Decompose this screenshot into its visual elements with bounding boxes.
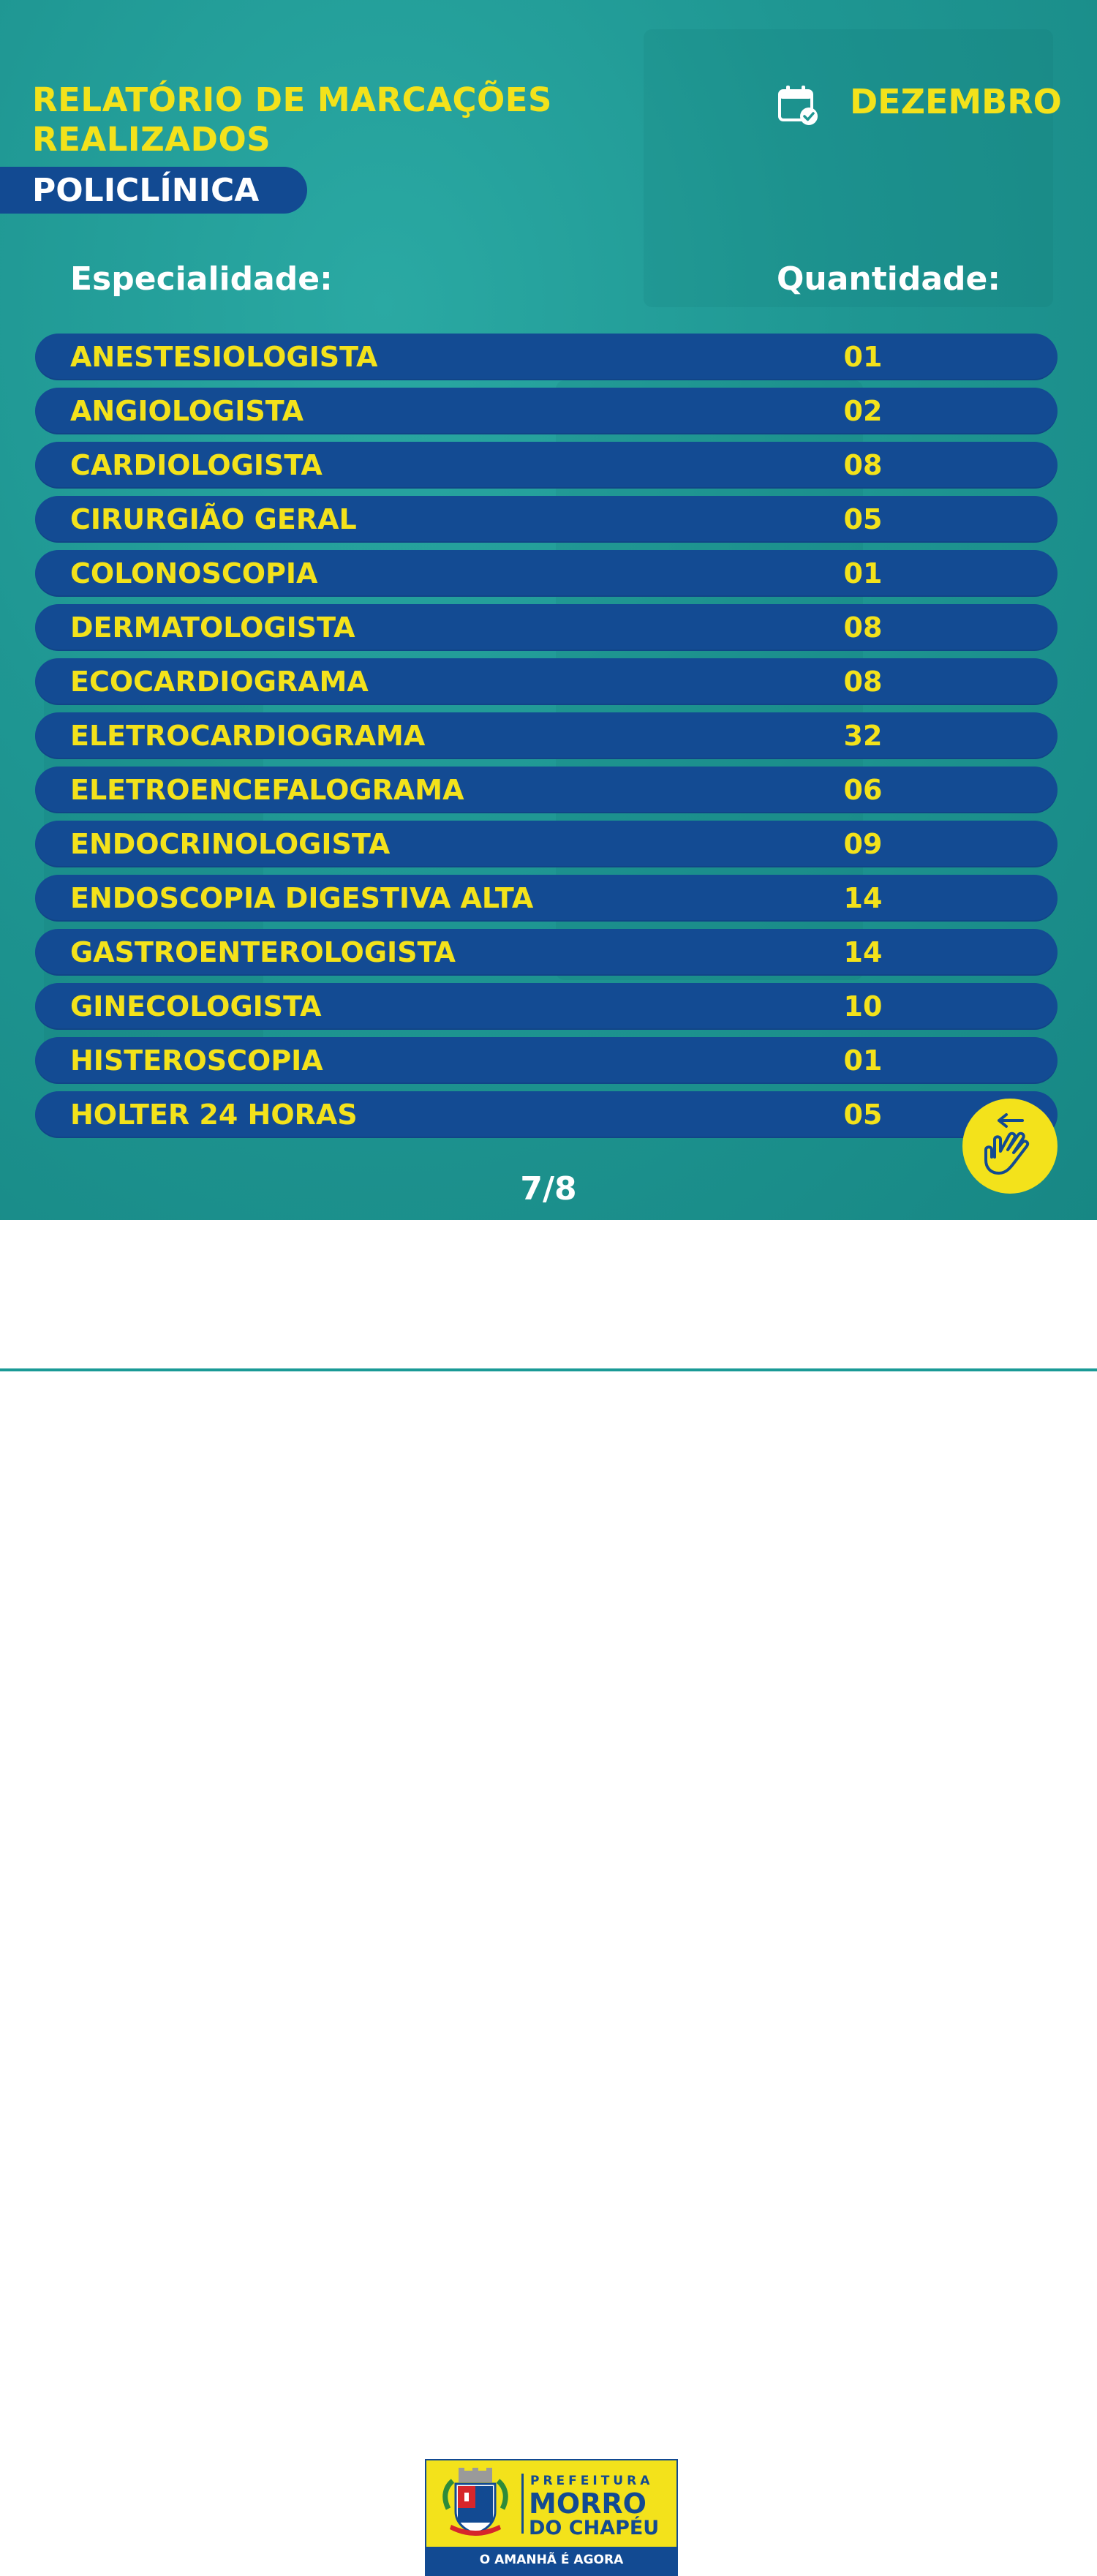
specialty-name: ELETROENCEFALOGRAMA [70, 774, 464, 806]
table-row: GASTROENTEROLOGISTA 14 [35, 929, 1058, 976]
specialty-quantity: 14 [843, 882, 883, 914]
specialty-quantity: 05 [843, 503, 883, 535]
table-row: HOLTER 24 HORAS 05 [35, 1091, 1058, 1138]
specialty-quantity: 01 [843, 341, 883, 373]
calendar-check-icon [778, 86, 818, 125]
specialty-quantity: 06 [843, 774, 883, 806]
unit-label: POLICLÍNICA [0, 167, 307, 214]
swipe-hand-icon [984, 1113, 1030, 1175]
table-row: CIRURGIÃO GERAL 05 [35, 496, 1058, 543]
specialty-name: DERMATOLOGISTA [70, 611, 355, 644]
report-panel: RELATÓRIO DE MARCAÇÕES REALIZADOS POLICL… [0, 0, 1097, 1220]
specialty-name: COLONOSCOPIA [70, 557, 318, 590]
footer: PREFEITURA MORRO DO CHAPÉU O AMANHÃ É AG… [0, 1220, 1097, 2576]
table-row: DERMATOLOGISTA 08 [35, 604, 1058, 651]
swipe-button[interactable] [962, 1099, 1058, 1194]
table-row: ANGIOLOGISTA 02 [35, 388, 1058, 434]
specialty-quantity: 09 [843, 828, 883, 860]
table-row: ELETROCARDIOGRAMA 32 [35, 712, 1058, 759]
footer-accent-line [0, 1368, 1097, 1371]
specialty-name: GINECOLOGISTA [70, 990, 322, 1023]
specialty-name: HOLTER 24 HORAS [70, 1099, 358, 1131]
specialty-table: ANESTESIOLOGISTA 01 ANGIOLOGISTA 02 CARDIOLO… [35, 334, 1058, 1145]
specialty-name: ENDOSCOPIA DIGESTIVA ALTA [70, 882, 534, 914]
table-row: COLONOSCOPIA 01 [35, 550, 1058, 597]
table-row: ELETROENCEFALOGRAMA 06 [35, 767, 1058, 813]
specialty-name: CIRURGIÃO GERAL [70, 503, 357, 535]
specialty-quantity: 01 [843, 1044, 883, 1077]
specialty-quantity: 01 [843, 557, 883, 590]
column-header-specialty: Especialidade: [70, 260, 333, 298]
report-title: RELATÓRIO DE MARCAÇÕES REALIZADOS [32, 80, 588, 159]
table-row: ANESTESIOLOGISTA 01 [35, 334, 1058, 380]
logo-morro-text: MORRO [529, 2488, 646, 2520]
specialty-name: HISTEROSCOPIA [70, 1044, 323, 1077]
municipality-logo: PREFEITURA MORRO DO CHAPÉU O AMANHÃ É AG… [425, 2459, 678, 2576]
specialty-quantity: 08 [843, 666, 883, 698]
specialty-name: ELETROCARDIOGRAMA [70, 720, 426, 752]
logo-slogan: O AMANHÃ É AGORA [479, 2553, 624, 2567]
specialty-quantity: 08 [843, 611, 883, 644]
specialty-name: ANGIOLOGISTA [70, 395, 304, 427]
specialty-name: ECOCARDIOGRAMA [70, 666, 369, 698]
specialty-name: ANESTESIOLOGISTA [70, 341, 378, 373]
logo-do-chapeu-text: DO CHAPÉU [529, 2517, 660, 2539]
specialty-name: ENDOCRINOLOGISTA [70, 828, 391, 860]
specialty-quantity: 05 [843, 1099, 883, 1131]
specialty-quantity: 02 [843, 395, 883, 427]
page-indicator: 7/8 [520, 1170, 577, 1208]
coat-of-arms-icon [442, 2468, 508, 2536]
logo-divider [521, 2474, 524, 2534]
logo-prefeitura-text: PREFEITURA [530, 2474, 654, 2488]
background-shape [644, 29, 1053, 307]
unit-label-text: POLICLÍNICA [32, 172, 260, 209]
table-row: ECOCARDIOGRAMA 08 [35, 658, 1058, 705]
specialty-name: GASTROENTEROLOGISTA [70, 936, 456, 968]
specialty-quantity: 32 [843, 720, 883, 752]
specialty-quantity: 08 [843, 449, 883, 481]
report-title-line-2: REALIZADOS [32, 120, 271, 159]
report-month: DEZEMBRO [850, 82, 1062, 121]
column-header-quantity: Quantidade: [777, 260, 1000, 298]
specialty-quantity: 10 [843, 990, 883, 1023]
table-row: GINECOLOGISTA 10 [35, 983, 1058, 1030]
table-row: ENDOSCOPIA DIGESTIVA ALTA 14 [35, 875, 1058, 922]
table-row: ENDOCRINOLOGISTA 09 [35, 821, 1058, 867]
report-title-line-1: RELATÓRIO DE MARCAÇÕES [32, 80, 552, 119]
table-row: HISTEROSCOPIA 01 [35, 1037, 1058, 1084]
table-row: CARDIOLOGISTA 08 [35, 442, 1058, 489]
specialty-name: CARDIOLOGISTA [70, 449, 323, 481]
specialty-quantity: 14 [843, 936, 883, 968]
